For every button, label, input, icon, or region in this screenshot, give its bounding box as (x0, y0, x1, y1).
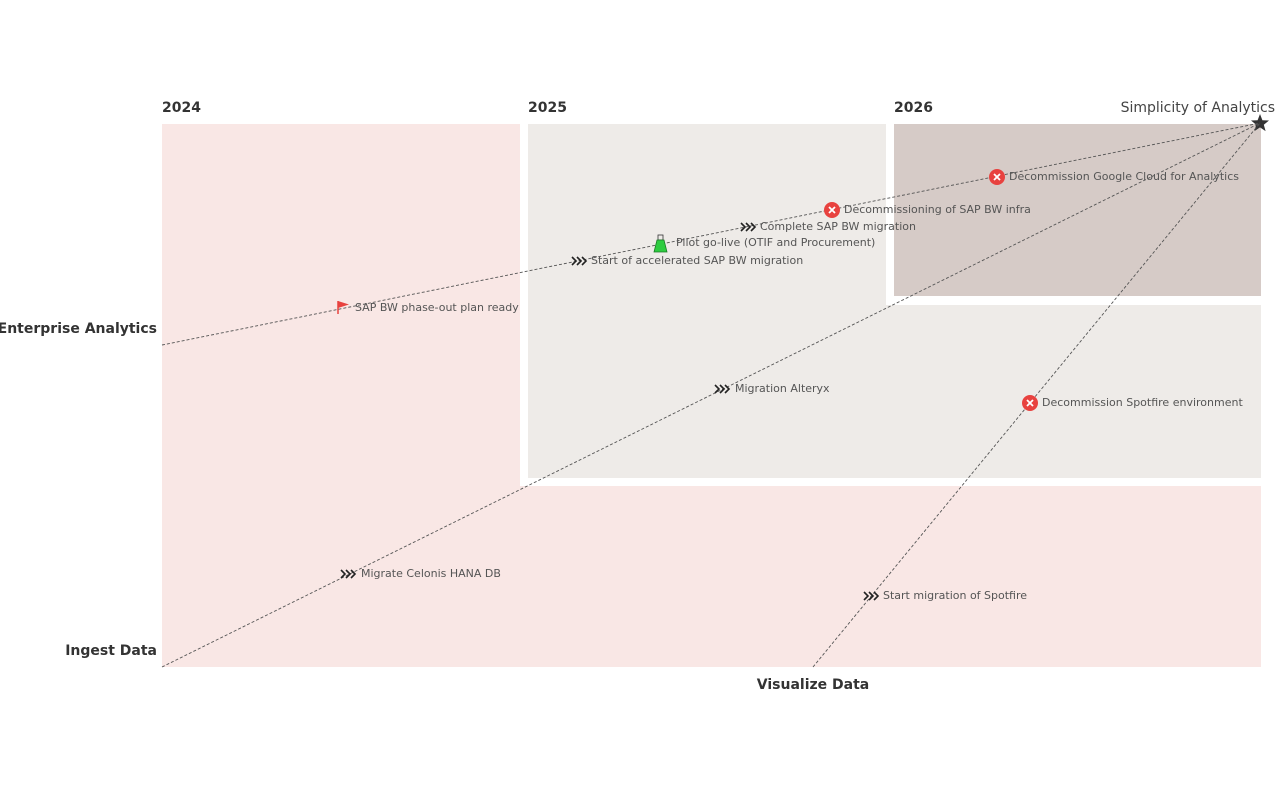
milestone-decommission-sap-bw-infra: Decommissioning of SAP BW infra (823, 201, 1031, 219)
path-visualize (812, 122, 1261, 668)
axis-ingest-data: Ingest Data (65, 643, 157, 659)
milestone-label: Decommissioning of SAP BW infra (844, 203, 1031, 216)
zone-ingest-visualize (520, 486, 1261, 667)
milestone-label: Decommission Google Cloud for Analytics (1009, 170, 1239, 183)
flag-icon (337, 301, 349, 314)
milestone-label: Migration Alteryx (735, 382, 830, 395)
milestone-sap-bw-phase-out: SAP BW phase-out plan ready (337, 301, 519, 314)
milestone-label: Pilot go-live (OTIF and Procurement) (676, 236, 875, 249)
close-circle-icon (823, 201, 841, 219)
year-2024: 2024 (162, 100, 201, 116)
zone-2024 (162, 124, 520, 667)
goal-label: Simplicity of Analytics (1121, 100, 1275, 116)
axis-visualize-data: Visualize Data (757, 677, 869, 693)
milestone-decommission-google-cloud: Decommission Google Cloud for Analytics (988, 168, 1239, 186)
path-ingest (161, 122, 1261, 668)
milestone-start-migration-spotfire: Start migration of Spotfire (863, 589, 1027, 602)
milestone-complete-sap-bw-migration: Complete SAP BW migration (740, 220, 916, 233)
milestone-start-accelerated-migration: Start of accelerated SAP BW migration (571, 254, 803, 267)
milestone-label: Complete SAP BW migration (760, 220, 916, 233)
year-2026: 2026 (894, 100, 933, 116)
close-circle-icon (988, 168, 1006, 186)
flask-icon (653, 234, 668, 253)
milestone-label: Start of accelerated SAP BW migration (591, 254, 803, 267)
axis-enterprise-analytics: Enterprise Analytics (0, 321, 157, 337)
milestone-migrate-celonis: Migrate Celonis HANA DB (340, 567, 501, 580)
milestone-migration-alteryx: Migration Alteryx (714, 382, 830, 395)
year-2025: 2025 (528, 100, 567, 116)
zone-2025 (528, 124, 886, 478)
milestone-label: Migrate Celonis HANA DB (361, 567, 501, 580)
star-icon (1251, 114, 1269, 132)
milestone-label: SAP BW phase-out plan ready (355, 301, 519, 314)
milestone-pilot-go-live: Pilot go-live (OTIF and Procurement) (653, 234, 875, 253)
milestone-label: Start migration of Spotfire (883, 589, 1027, 602)
zone-2026 (894, 124, 1261, 296)
close-circle-icon (1021, 394, 1039, 412)
milestone-label: Decommission Spotfire environment (1042, 396, 1243, 409)
path-enterprise (161, 122, 1261, 346)
milestone-decommission-spotfire: Decommission Spotfire environment (1021, 394, 1243, 412)
zone-2026-lower (886, 305, 1261, 478)
